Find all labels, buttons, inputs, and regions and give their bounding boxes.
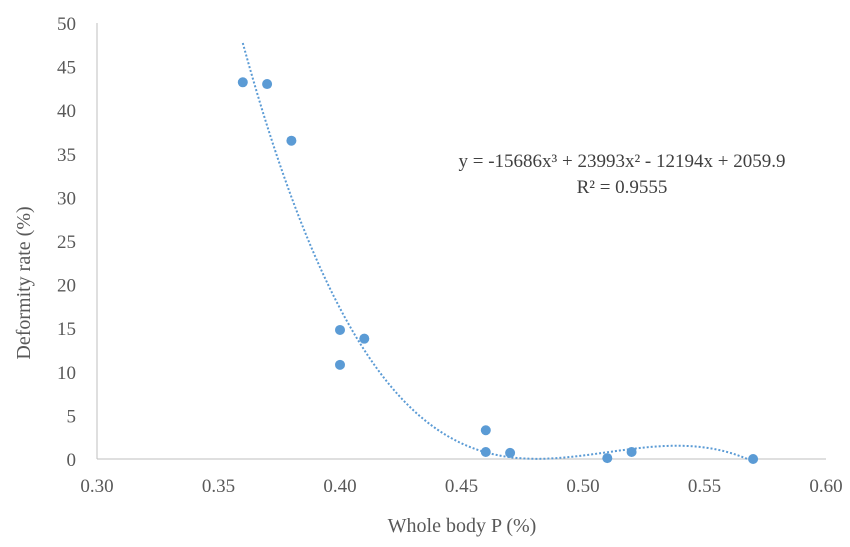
y-tick-label: 15 [57, 319, 76, 340]
trendline-r-squared: R² = 0.9555 [577, 177, 668, 198]
x-axis-title: Whole body P (%) [388, 515, 537, 537]
x-tick-label: 0.35 [202, 476, 235, 497]
y-tick-label: 5 [67, 406, 77, 427]
y-tick-label: 50 [57, 14, 76, 35]
data-point [262, 79, 273, 90]
data-point [359, 333, 370, 344]
y-tick-label: 40 [57, 101, 76, 122]
data-point [626, 447, 637, 458]
y-tick-label: 45 [57, 58, 76, 79]
data-point [480, 425, 491, 436]
axes: 0.30 0.35 0.40 0.45 0.50 0.55 0.60 0 5 10 15 20 25 30… [57, 14, 843, 497]
data-point [335, 359, 345, 370]
y-tick-label: 10 [57, 363, 76, 384]
y-axis-title: Deformity rate (%) [13, 206, 35, 359]
x-tick-label: 0.60 [809, 476, 842, 497]
y-tick-label: 25 [57, 232, 76, 253]
data-point [480, 447, 491, 458]
y-tick-label: 35 [57, 145, 76, 166]
trendline-equation: y = -15686x³ + 23993x² - 12194x + 2059.9 [459, 151, 786, 172]
trendline-layer [241, 42, 754, 463]
data-point [748, 454, 759, 464]
trendline-curve [241, 42, 754, 463]
data-point [335, 324, 345, 335]
y-tick-label: 30 [57, 188, 76, 209]
x-tick-label: 0.55 [688, 476, 721, 497]
data-points [237, 77, 759, 464]
x-tick-label: 0.45 [445, 476, 478, 497]
data-point [286, 135, 297, 146]
x-tick-label: 0.30 [80, 476, 113, 497]
x-tick-label: 0.50 [566, 476, 599, 497]
data-point [602, 453, 613, 464]
x-tick-label: 0.40 [323, 476, 356, 497]
data-point [237, 77, 248, 88]
y-tick-label: 20 [57, 276, 76, 297]
data-point [505, 447, 516, 458]
y-tick-label: 0 [67, 450, 77, 471]
